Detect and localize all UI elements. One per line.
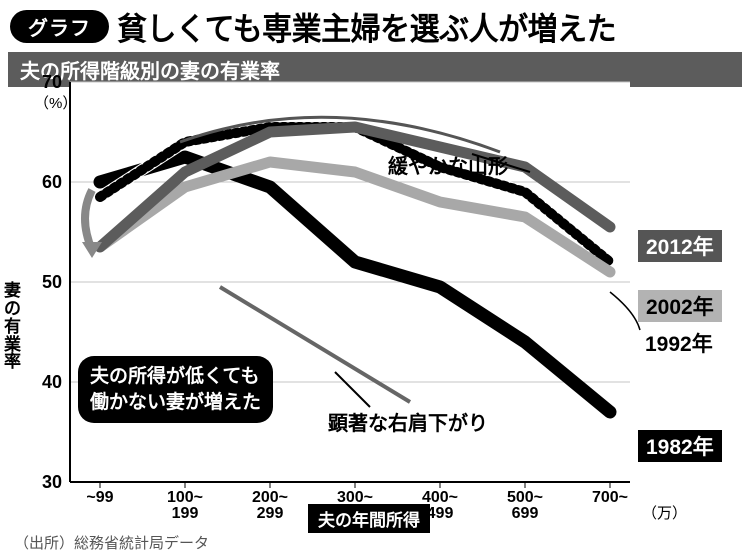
chart-area: 3040506070（%）~99100~199200~299300~399400…: [0, 72, 750, 557]
svg-text:70: 70: [42, 72, 62, 92]
source-text: （出所）総務省統計局データ: [14, 532, 209, 553]
series-label-1982: 1982年: [638, 430, 722, 462]
y-axis-label-vertical: 妻の有業率: [4, 282, 24, 371]
series-label-1992: 1992年: [637, 327, 721, 359]
svg-text:700~: 700~: [592, 489, 628, 506]
series-label-2002: 2002年: [638, 290, 722, 322]
svg-text:499: 499: [427, 505, 454, 522]
svg-text:699: 699: [512, 505, 539, 522]
svg-text:50: 50: [42, 272, 62, 292]
svg-text:299: 299: [257, 505, 284, 522]
graph-pill: グラフ: [10, 10, 109, 43]
svg-text:200~: 200~: [252, 489, 288, 506]
callout-black-l1: 夫の所得が低くても: [90, 366, 259, 387]
svg-text:40: 40: [42, 372, 62, 392]
page-title: 貧しくても専業主婦を選ぶ人が増えた: [117, 3, 616, 49]
callout-gentle-curve: 緩やかな山形: [388, 150, 508, 179]
svg-text:500~: 500~: [507, 489, 543, 506]
svg-text:199: 199: [172, 505, 199, 522]
svg-text:100~: 100~: [167, 489, 203, 506]
svg-text:~99: ~99: [86, 489, 113, 506]
svg-text:（万）: （万）: [642, 505, 687, 522]
x-axis-title: 夫の年間所得: [308, 504, 430, 533]
svg-text:60: 60: [42, 172, 62, 192]
series-label-2012: 2012年: [638, 230, 722, 262]
callout-black-l2: 働かない妻が増えた: [90, 392, 261, 413]
callout-black-box: 夫の所得が低くても 働かない妻が増えた: [78, 356, 273, 423]
svg-text:30: 30: [42, 472, 62, 492]
callout-downward: 顕著な右肩下がり: [328, 407, 488, 436]
